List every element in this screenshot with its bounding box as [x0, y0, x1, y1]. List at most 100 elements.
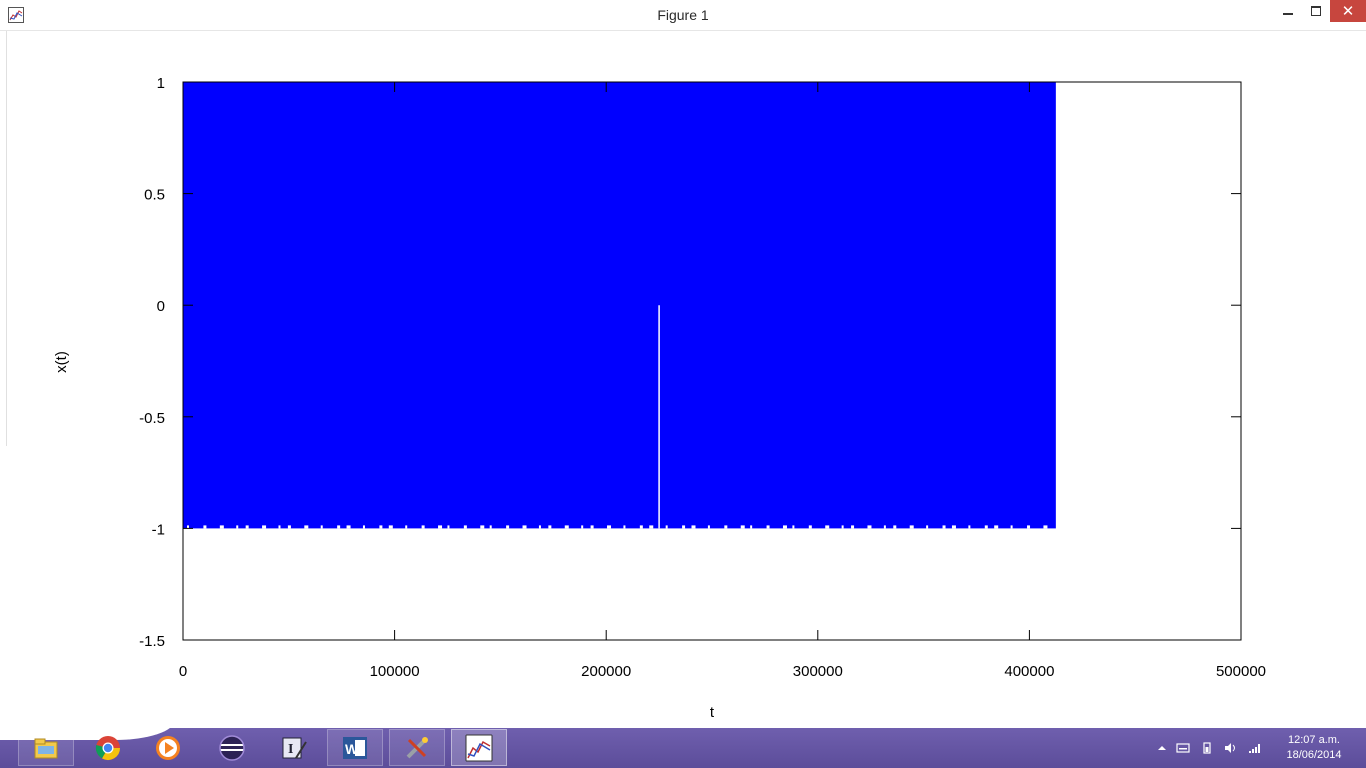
- signal-edge-notch: [1010, 525, 1013, 529]
- y-axis-label: x(t): [53, 351, 70, 373]
- signal-edge-notch: [851, 525, 855, 529]
- signal-edge-notch: [463, 525, 467, 529]
- signal-edge-notch: [236, 525, 239, 529]
- tick-layer: 0 100000 200000 300000 400000 500000 1 0.5 0 -0.5…: [139, 75, 1266, 680]
- signal-edge-notch: [740, 525, 745, 529]
- tools-icon: [406, 736, 428, 758]
- signal-edge-notch: [707, 525, 710, 529]
- x-axis-label: t: [710, 704, 715, 721]
- series-layer: [183, 82, 1056, 529]
- signal-edge-notch: [480, 525, 485, 529]
- signal-edge-notch: [984, 525, 988, 529]
- signal-edge-notch: [388, 525, 393, 529]
- signal-edge-notch: [724, 525, 728, 529]
- minimize-button[interactable]: [1274, 0, 1302, 22]
- y-tick-label: 0: [157, 298, 165, 315]
- taskbar-figure-plot[interactable]: [451, 729, 507, 766]
- show-hidden-icons-icon[interactable]: [1155, 742, 1169, 754]
- taskbar-eclipse[interactable]: [204, 729, 260, 766]
- canvas-edge: [6, 31, 7, 446]
- clock-time: 12:07 a.m.: [1288, 734, 1340, 746]
- signal-edge-notch: [808, 525, 812, 529]
- y-tick-label: 0.5: [144, 187, 165, 204]
- x-tick-label: 200000: [581, 663, 631, 680]
- signal-edge-notch: [782, 525, 787, 529]
- signal-edge-notch: [203, 525, 207, 529]
- keyboard-icon[interactable]: [1176, 742, 1190, 754]
- window-title: Figure 1: [657, 7, 709, 23]
- network-signal-icon[interactable]: [1248, 742, 1262, 754]
- signal-edge-notch: [942, 525, 946, 529]
- word-icon: W: [343, 736, 367, 759]
- signal-edge-notch: [607, 525, 612, 529]
- signal-edge-notch: [447, 525, 450, 529]
- close-button[interactable]: ✕: [1330, 0, 1366, 22]
- x-tick-label: 300000: [793, 663, 843, 680]
- signal-edge-notch: [1027, 525, 1031, 529]
- y-tick-label: -1.5: [139, 633, 165, 650]
- x-tick-label: 400000: [1004, 663, 1054, 680]
- figure-app-icon: [8, 7, 24, 23]
- signal-edge-notch: [951, 525, 956, 529]
- signal-edge-notch: [245, 525, 249, 529]
- signal-edge-notch: [750, 525, 753, 529]
- plot-area: 0 100000 200000 300000 400000 500000 1 0.5 0 -0.5…: [53, 75, 1266, 721]
- signal-edge-notch: [968, 525, 971, 529]
- signal-series-0: [183, 82, 1056, 529]
- signal-edge-notch: [219, 525, 224, 529]
- signal-edge-notch: [187, 525, 189, 529]
- signal-edge-notch: [893, 525, 897, 529]
- taskbar-word[interactable]: W: [327, 729, 383, 766]
- taskbar-tools[interactable]: [389, 729, 445, 766]
- signal-edge-notch: [489, 525, 492, 529]
- y-tick-label: 1: [157, 75, 165, 92]
- signal-edge-notch: [994, 525, 999, 529]
- signal-edge-notch: [883, 525, 886, 529]
- signal-edge-notch: [841, 525, 844, 529]
- signal-edge-notch: [362, 525, 365, 529]
- signal-edge-notch: [506, 525, 510, 529]
- clock[interactable]: 12:07 a.m. 18/06/2014: [1276, 733, 1352, 763]
- text-editor-icon: I: [282, 737, 307, 759]
- signal-edge-notch: [682, 525, 686, 529]
- signal-edge-notch: [405, 525, 408, 529]
- svg-text:W: W: [345, 741, 359, 757]
- signal-edge-notch: [278, 525, 281, 529]
- signal-edge-notch: [825, 525, 830, 529]
- minimize-icon: [1283, 13, 1293, 15]
- volume-icon[interactable]: [1224, 742, 1238, 754]
- maximize-button[interactable]: [1302, 0, 1330, 22]
- signal-edge-notch: [581, 525, 584, 529]
- signal-edge-notch: [337, 525, 341, 529]
- signal-edge-notch: [623, 525, 626, 529]
- signal-edge-notch: [379, 525, 383, 529]
- signal-edge-notch: [691, 525, 696, 529]
- taskbar-media-player[interactable]: [140, 729, 196, 766]
- taskbar-file-explorer[interactable]: [18, 729, 74, 766]
- chrome-icon: [95, 735, 120, 760]
- taskbar-chrome[interactable]: [80, 729, 136, 766]
- eclipse-icon: [219, 734, 245, 761]
- clock-date: 18/06/2014: [1286, 749, 1342, 761]
- taskbar-text-editor[interactable]: I: [266, 729, 322, 766]
- battery-icon[interactable]: [1200, 742, 1214, 754]
- signal-edge-notch: [766, 525, 770, 529]
- signal-edge-notch: [287, 525, 291, 529]
- x-tick-label: 100000: [370, 663, 420, 680]
- signal-edge-notch: [926, 525, 929, 529]
- close-icon: ✕: [1341, 3, 1355, 20]
- y-tick-label: -0.5: [139, 410, 165, 427]
- signal-edge-notch: [792, 525, 795, 529]
- signal-edge-notch: [590, 525, 594, 529]
- x-tick-label: 500000: [1216, 663, 1266, 680]
- figure-plot-icon: [465, 734, 493, 761]
- window-titlebar[interactable]: Figure 1 ✕: [0, 0, 1366, 31]
- signal-edge-notch: [320, 525, 323, 529]
- svg-text:I: I: [288, 742, 293, 757]
- signal-edge-notch: [262, 525, 267, 529]
- signal-edge-notch: [867, 525, 872, 529]
- signal-edge-notch: [639, 525, 643, 529]
- media-player-icon: [156, 735, 180, 760]
- signal-edge-notch: [564, 525, 569, 529]
- signal-edge-notch: [649, 525, 654, 529]
